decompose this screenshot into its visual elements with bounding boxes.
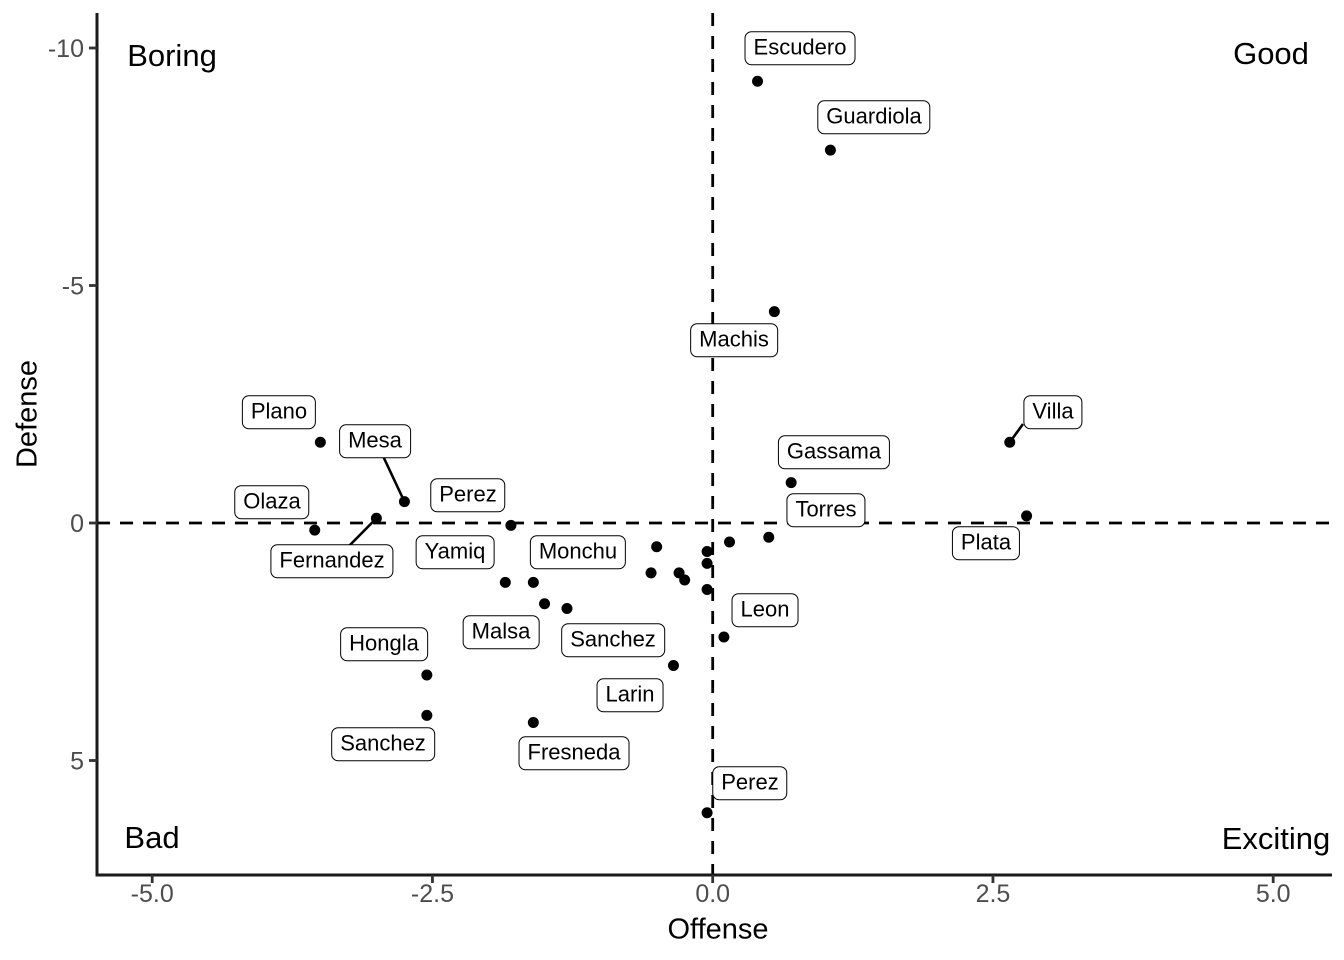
data-point-plano: [314, 436, 326, 448]
data-point-torres: [763, 531, 775, 543]
data-point-u2: [724, 536, 736, 548]
x-tick-label-2.5: 2.5: [976, 880, 1011, 908]
data-point-monchu: [527, 576, 539, 588]
data-point-larin: [667, 660, 679, 671]
data-point-hongla: [421, 669, 433, 681]
data-point-guardiola: [824, 144, 836, 156]
data-point-malsa: [539, 598, 551, 610]
y-tick-label-5: 5: [70, 748, 84, 776]
data-point-olaza: [309, 524, 321, 536]
data-point-u3: [701, 546, 713, 557]
data-point-mesa: [398, 496, 410, 508]
data-point-fresneda: [527, 717, 539, 728]
data-point-escudero: [752, 75, 764, 87]
x-tick-label--5.0: -5.0: [131, 880, 174, 908]
data-point-machis: [768, 306, 780, 318]
x-tick-label-0.0: 0.0: [695, 880, 730, 908]
data-point-u8: [701, 584, 713, 595]
data-point-u1: [651, 541, 663, 553]
data-point-u7: [679, 574, 691, 586]
x-axis-title: Offense: [667, 913, 769, 946]
y-tick-label--10: -10: [48, 35, 84, 63]
data-point-sanchez_b: [421, 709, 433, 721]
data-point-u5: [645, 567, 657, 579]
quadrant-label-bad: Bad: [124, 820, 180, 855]
x-tick-label--2.5: -2.5: [411, 880, 454, 908]
data-point-villa: [1004, 436, 1016, 448]
data-point-sanchez_a: [561, 603, 573, 614]
leader-line-mesa: [381, 455, 406, 503]
data-point-plata: [1021, 510, 1033, 522]
data-point-gassama: [785, 477, 797, 489]
x-tick-label-5.0: 5.0: [1256, 880, 1291, 908]
leader-line-fernandez: [348, 517, 378, 547]
y-axis-title: Defense: [11, 359, 44, 469]
data-point-u4: [701, 557, 713, 569]
data-point-yamiq: [499, 576, 511, 588]
data-point-leon: [718, 631, 730, 643]
data-point-perez_b: [701, 807, 713, 819]
y-tick-label--5: -5: [62, 273, 84, 301]
quadrant-label-good: Good: [1233, 36, 1309, 71]
quadrant-label-exciting: Exciting: [1221, 821, 1331, 856]
quadrant-label-boring: Boring: [127, 38, 217, 73]
data-point-fernandez: [370, 512, 382, 524]
data-point-perez_a: [505, 519, 517, 531]
y-tick-label-0: 0: [70, 510, 84, 538]
